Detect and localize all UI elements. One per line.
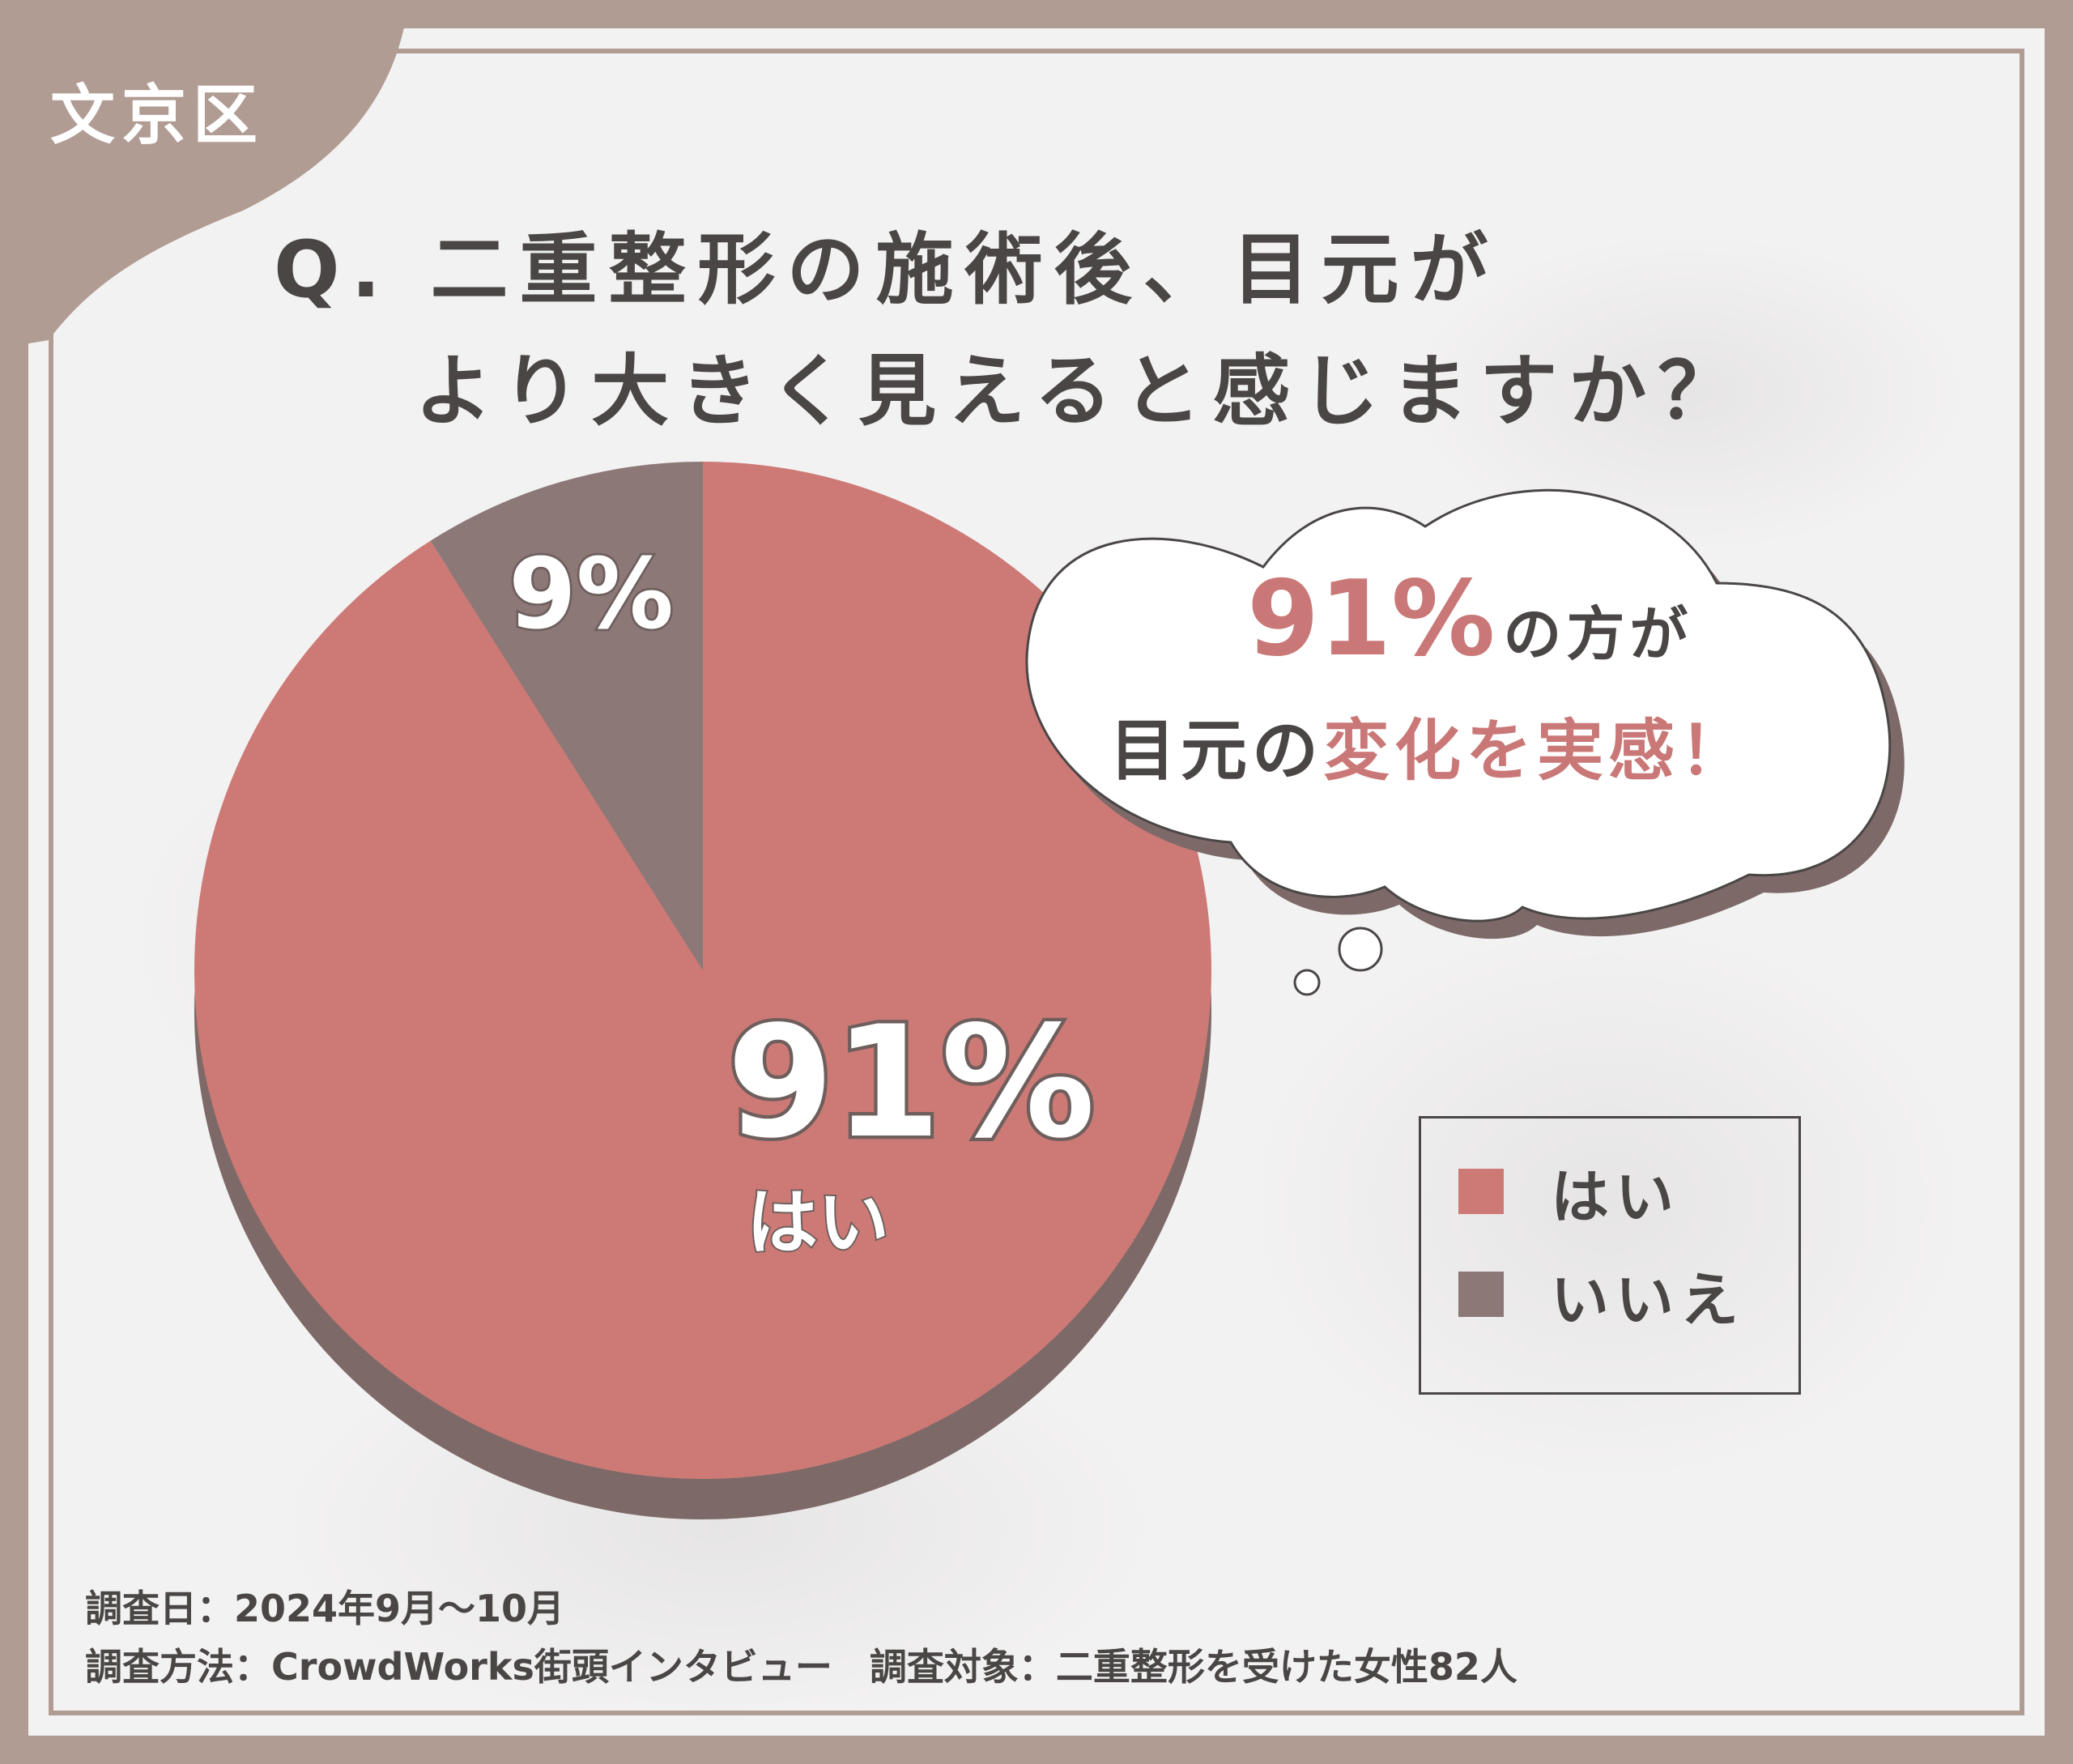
bubble-dot-small [1293, 969, 1321, 996]
slice-label-yes-percent: 91% [727, 993, 1096, 1172]
slice-label-no-percent: 9% [509, 539, 674, 651]
bubble-accent-text: 変化を実感！ [1323, 713, 1752, 790]
bubble-line-2: 目元の変化を実感！ [1109, 697, 1751, 794]
legend-item-yes: はい [1458, 1155, 1680, 1231]
bubble-text-1: の方が [1503, 600, 1693, 668]
legend-label-no: いいえ [1551, 1265, 1746, 1334]
speech-bubble-body [1025, 488, 1892, 922]
bubble-line-1: 91% の方が [1247, 559, 1692, 680]
bubble-dot-large [1338, 927, 1383, 972]
slice-label-yes-name: はい [747, 1181, 889, 1264]
corner-tab [0, 0, 409, 348]
question-line-2: より大きく見えると感じますか？ [415, 346, 1747, 437]
legend-item-no: いいえ [1458, 1258, 1745, 1334]
legend: はい いいえ [1419, 1116, 1801, 1395]
survey-method: 調査方法：CrowdWorks街頭インタビュー 調査対象：二重整形を受けた女性8… [85, 1645, 1518, 1689]
district-label: 文京区 [50, 78, 264, 153]
legend-label-yes: はい [1551, 1162, 1681, 1231]
bubble-percent: 91% [1247, 559, 1496, 680]
question-line-1: Q. 二重整形の施術後、目元が [274, 224, 1500, 315]
bubble-text-2: 目元の [1109, 713, 1324, 790]
pie-slice-yes [194, 462, 1212, 1479]
survey-date: 調査日：2024年9月～10月 [85, 1587, 565, 1630]
legend-swatch-yes [1458, 1169, 1504, 1214]
legend-swatch-no [1458, 1272, 1504, 1317]
inner-frame [49, 49, 2024, 1715]
speech-bubble [1025, 488, 1905, 996]
pie-slice-no [430, 462, 703, 970]
